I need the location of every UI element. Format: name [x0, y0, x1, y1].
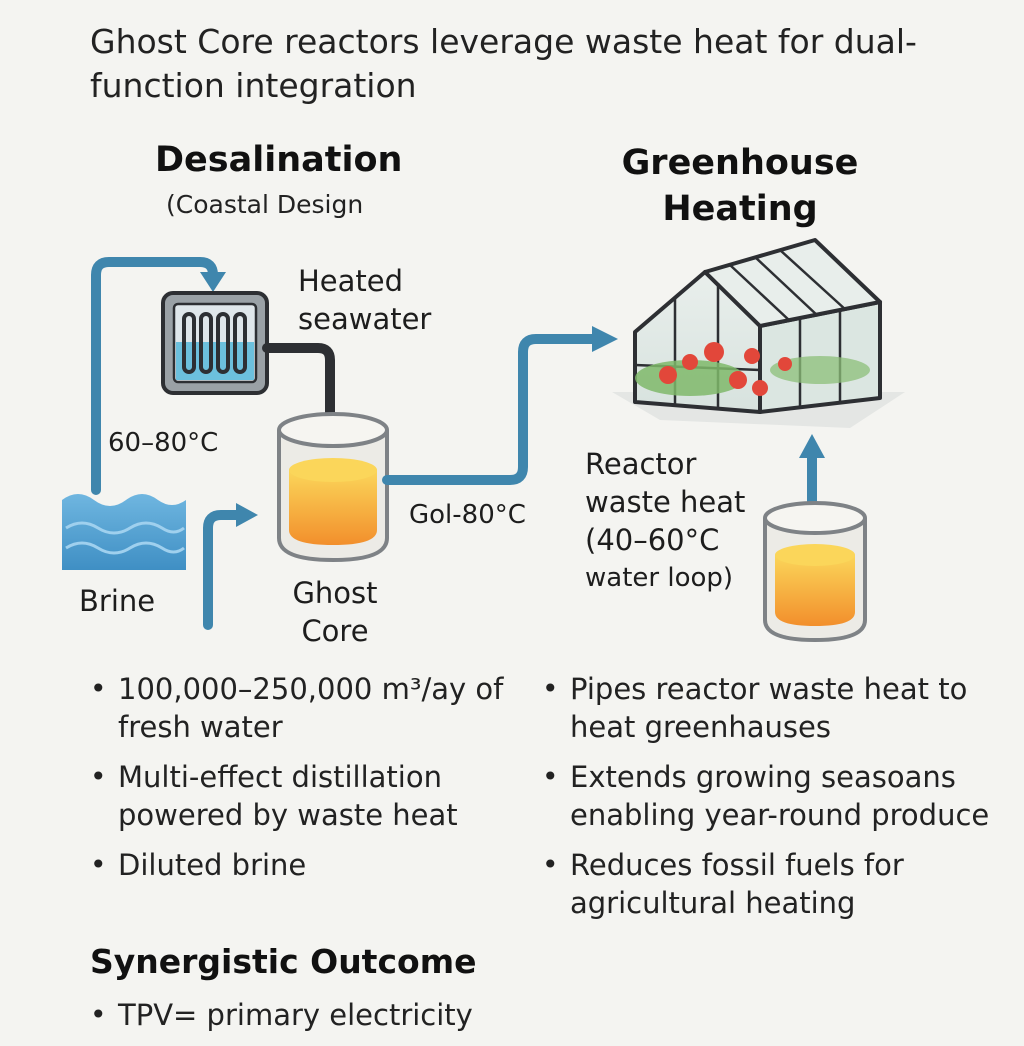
greenhouse-icon — [612, 238, 905, 428]
reactor-heat-icon — [763, 501, 867, 643]
list-item: Multi-effect distillation powered by was… — [90, 758, 510, 834]
reactor-label-line2: waste heat — [585, 485, 746, 519]
seawater-tank-icon — [161, 291, 269, 395]
list-item: Reduces fossil fuels for agricultural he… — [542, 846, 1002, 922]
flow-diagram — [62, 238, 905, 643]
list-item: Extends growing seasoans enabling year-r… — [542, 758, 1002, 834]
feed-pipe — [203, 503, 258, 630]
desalination-subheading: (Coastal Design — [166, 190, 364, 219]
tomato-plants-icon — [635, 342, 870, 396]
reactor-label-line4: water loop) — [585, 563, 734, 593]
reactor-label-line1: Reactor — [585, 447, 697, 481]
core-to-greenhouse-pipe — [382, 326, 618, 485]
ghost-core-reactor-icon — [277, 412, 389, 563]
desalination-heading: Desalination — [155, 140, 403, 180]
temp-left-label: 60–80°C — [108, 428, 219, 458]
reactor-waste-heat-label: Reactor waste heat (40–60°C water loop) — [585, 445, 745, 597]
greenhouse-heading-line2: Heating — [662, 189, 818, 229]
outcome-bullets: TPV= primary electricity — [90, 996, 550, 1046]
ghost-core-label-line1: Ghost — [292, 576, 378, 610]
heated-seawater-label-line1: Heated — [298, 264, 404, 298]
greenhouse-heading-line1: Greenhouse — [621, 143, 859, 183]
page-title: Ghost Core reactors leverage waste heat … — [90, 22, 917, 105]
list-item: 100,000–250,000 m³/ay of fresh water — [90, 670, 510, 746]
brine-label: Brine — [79, 584, 156, 618]
heated-seawater-pipe — [262, 343, 335, 425]
ghost-core-label: Ghost Core — [285, 574, 385, 650]
list-item: Pipes reactor waste heat to heat greenha… — [542, 670, 1002, 746]
reactor-to-greenhouse-arrow — [799, 434, 825, 515]
brine-water-icon — [62, 494, 186, 570]
greenhouse-bullets: Pipes reactor waste heat to heat greenha… — [542, 670, 1002, 934]
ghost-core-label-line2: Core — [301, 614, 369, 648]
greenhouse-heading: Greenhouse Heating — [610, 140, 870, 232]
list-item: Diluted brine — [90, 846, 510, 884]
intake-pipe — [91, 257, 226, 495]
outcome-heading: Synergistic Outcome — [90, 942, 477, 981]
heated-seawater-label-line2: seawater — [298, 302, 432, 336]
heated-seawater-label: Heated seawater — [298, 262, 431, 338]
temp-mid-label: Gol-80°C — [409, 500, 526, 530]
reactor-label-line3: (40–60°C — [585, 523, 720, 557]
list-item: TPV= primary electricity — [90, 996, 550, 1034]
desalination-bullets: 100,000–250,000 m³/ay of fresh water Mul… — [90, 670, 510, 896]
